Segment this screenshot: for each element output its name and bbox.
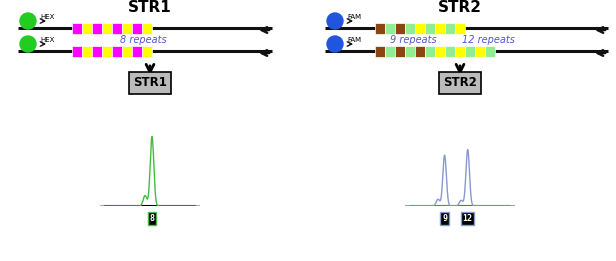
FancyBboxPatch shape <box>72 45 82 56</box>
Text: HEX: HEX <box>40 14 54 20</box>
Text: 8 repeats: 8 repeats <box>120 35 166 45</box>
FancyBboxPatch shape <box>445 22 455 33</box>
FancyBboxPatch shape <box>112 22 122 33</box>
FancyBboxPatch shape <box>425 45 435 56</box>
Text: 8: 8 <box>150 214 155 223</box>
FancyBboxPatch shape <box>465 45 475 56</box>
FancyBboxPatch shape <box>92 45 102 56</box>
Text: 9: 9 <box>442 214 447 223</box>
FancyBboxPatch shape <box>485 45 495 56</box>
FancyBboxPatch shape <box>142 22 152 33</box>
Circle shape <box>327 36 343 52</box>
Text: FAM: FAM <box>347 14 361 20</box>
FancyBboxPatch shape <box>445 45 455 56</box>
FancyBboxPatch shape <box>122 22 132 33</box>
FancyBboxPatch shape <box>112 45 122 56</box>
Circle shape <box>20 36 36 52</box>
Text: STR1: STR1 <box>133 76 167 90</box>
Text: 9 repeats: 9 repeats <box>390 35 437 45</box>
FancyBboxPatch shape <box>375 22 385 33</box>
FancyBboxPatch shape <box>82 45 92 56</box>
FancyBboxPatch shape <box>415 22 425 33</box>
FancyBboxPatch shape <box>132 22 142 33</box>
FancyBboxPatch shape <box>405 22 415 33</box>
Text: HEX: HEX <box>40 37 54 43</box>
FancyBboxPatch shape <box>475 45 485 56</box>
Circle shape <box>327 13 343 29</box>
FancyBboxPatch shape <box>132 45 142 56</box>
Text: STR2: STR2 <box>438 1 482 15</box>
FancyBboxPatch shape <box>415 45 425 56</box>
FancyBboxPatch shape <box>385 45 395 56</box>
Text: STR1: STR1 <box>128 1 172 15</box>
FancyBboxPatch shape <box>122 45 132 56</box>
Text: FAM: FAM <box>347 37 361 43</box>
FancyBboxPatch shape <box>395 22 405 33</box>
FancyBboxPatch shape <box>142 45 152 56</box>
FancyBboxPatch shape <box>435 22 445 33</box>
Circle shape <box>20 13 36 29</box>
FancyBboxPatch shape <box>102 45 112 56</box>
FancyBboxPatch shape <box>425 22 435 33</box>
FancyBboxPatch shape <box>385 22 395 33</box>
FancyBboxPatch shape <box>395 45 405 56</box>
Text: 12 repeats: 12 repeats <box>462 35 515 45</box>
FancyBboxPatch shape <box>82 22 92 33</box>
FancyBboxPatch shape <box>435 45 445 56</box>
FancyBboxPatch shape <box>92 22 102 33</box>
Text: 12: 12 <box>463 214 472 223</box>
FancyBboxPatch shape <box>405 45 415 56</box>
FancyBboxPatch shape <box>102 22 112 33</box>
FancyBboxPatch shape <box>375 45 385 56</box>
Text: STR2: STR2 <box>443 76 477 90</box>
FancyBboxPatch shape <box>455 45 465 56</box>
FancyBboxPatch shape <box>72 22 82 33</box>
FancyBboxPatch shape <box>455 22 465 33</box>
